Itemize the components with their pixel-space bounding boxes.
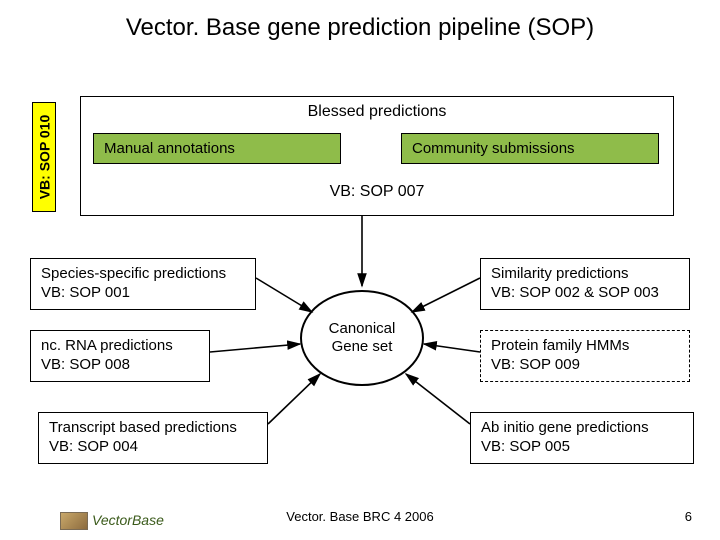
slide: Vector. Base gene prediction pipeline (S… [0,0,720,540]
ncrna-box: nc. RNA predictions VB: SOP 008 [30,330,210,382]
page-number: 6 [685,509,692,524]
blessed-title: Blessed predictions [81,103,673,121]
footer-text: Vector. Base BRC 4 2006 [0,509,720,524]
sop007-label: VB: SOP 007 [81,183,673,201]
sidebar-sop010: VB: SOP 010 [32,102,56,212]
arrow-hmms [424,344,480,352]
abinitio-box: Ab initio gene predictions VB: SOP 005 [470,412,694,464]
canonical-gene-set: Canonical Gene set [300,290,424,386]
transcript-box: Transcript based predictions VB: SOP 004 [38,412,268,464]
arrow-transcript [268,374,320,424]
hmms-box: Protein family HMMs VB: SOP 009 [480,330,690,382]
species-specific-box: Species-specific predictions VB: SOP 001 [30,258,256,310]
arrow-similarity [412,278,480,312]
arrow-abinitio [406,374,470,424]
manual-annotations-box: Manual annotations [93,133,341,164]
page-title: Vector. Base gene prediction pipeline (S… [0,14,720,42]
blessed-predictions-box: Blessed predictions Manual annotations C… [80,96,674,216]
arrow-species [256,278,312,312]
similarity-box: Similarity predictions VB: SOP 002 & SOP… [480,258,690,310]
arrow-ncrna [210,344,300,352]
sidebar-sop010-text: VB: SOP 010 [36,115,52,200]
community-submissions-box: Community submissions [401,133,659,164]
